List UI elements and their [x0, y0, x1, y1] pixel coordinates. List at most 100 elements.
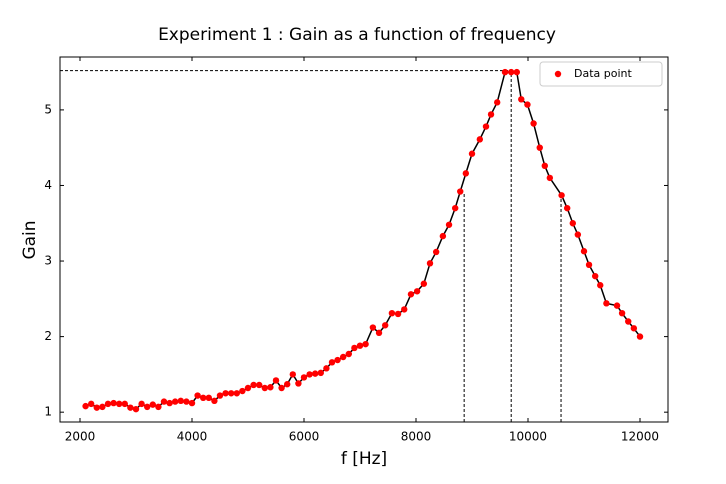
data-point [563, 204, 571, 212]
data-point [375, 329, 383, 337]
data-point [636, 333, 644, 340]
data-point [597, 282, 604, 289]
legend-marker [554, 70, 562, 78]
data-point [306, 371, 313, 378]
y-tick-label: 1 [44, 405, 52, 419]
data-point [591, 272, 599, 280]
data-point [149, 401, 156, 408]
data-point [334, 356, 341, 364]
data-point [451, 204, 459, 212]
data-point [115, 400, 123, 408]
data-point [166, 399, 173, 407]
data-point [426, 260, 434, 267]
plot-frame [59, 56, 669, 423]
data-point [317, 369, 324, 377]
data-point [476, 136, 484, 143]
data-point [143, 403, 151, 411]
data-point [541, 162, 548, 170]
x-tick-label: 10000 [509, 430, 547, 444]
data-point [381, 322, 389, 329]
data-point [630, 325, 638, 332]
data-point [356, 342, 364, 349]
data-point [362, 340, 369, 348]
data-point [205, 394, 212, 402]
data-point [250, 381, 257, 389]
data-point [127, 404, 134, 411]
data-point [413, 288, 421, 295]
data-point [267, 384, 274, 391]
chart-title: Experiment 1 : Gain as a function of fre… [158, 25, 556, 45]
data-point [160, 398, 168, 405]
data-point [518, 96, 525, 103]
data-point [339, 353, 347, 361]
data-point [110, 399, 117, 407]
data-point [239, 387, 246, 395]
y-axis-label: Gain [20, 220, 40, 259]
data-point [227, 390, 235, 397]
data-point [580, 248, 588, 255]
data-point [603, 300, 610, 307]
data-point [546, 174, 554, 182]
data-point [300, 374, 308, 381]
data-point [199, 394, 207, 402]
y-tick-label: 4 [44, 178, 52, 192]
data-point [244, 384, 252, 392]
data-point [618, 309, 626, 317]
data-point [171, 398, 179, 405]
data-point [468, 150, 476, 157]
data-point [439, 232, 447, 240]
data-point [445, 221, 453, 228]
legend-box [539, 61, 663, 87]
x-tick-label: 12000 [621, 430, 659, 444]
data-point [482, 123, 490, 130]
data-point [625, 318, 632, 325]
data-point [457, 188, 464, 195]
data-point [328, 359, 336, 366]
data-point [132, 405, 140, 413]
y-tick-label: 3 [44, 254, 52, 268]
data-point [194, 392, 201, 399]
data-point [462, 170, 470, 177]
data-line [85, 71, 641, 410]
data-point [188, 399, 196, 407]
data-point [345, 350, 352, 358]
data-point [501, 68, 509, 76]
data-point [121, 400, 128, 408]
data-point [507, 68, 515, 76]
data-point [289, 371, 296, 378]
x-tick-label: 4000 [177, 430, 208, 444]
data-point [487, 111, 495, 118]
data-point [536, 144, 543, 151]
data-point [530, 120, 537, 127]
data-point [82, 402, 89, 410]
data-point [138, 400, 145, 408]
data-point [407, 291, 415, 298]
data-point [272, 377, 280, 384]
data-point [558, 192, 565, 199]
data-point [233, 390, 240, 397]
data-point [394, 310, 402, 318]
data-point [211, 397, 218, 405]
data-point [432, 248, 440, 256]
data-point [323, 365, 330, 372]
data-point [216, 392, 224, 399]
data-point [401, 306, 408, 313]
data-point [104, 400, 112, 408]
data-point [222, 390, 229, 397]
data-point [585, 261, 593, 269]
data-point [524, 101, 531, 108]
data-point [87, 400, 95, 408]
data-point [569, 220, 576, 227]
x-tick-label: 6000 [289, 430, 320, 444]
data-point [278, 384, 285, 392]
data-point [177, 397, 184, 405]
data-point [283, 381, 291, 388]
data-point [295, 380, 302, 387]
x-tick-label: 2000 [65, 430, 96, 444]
data-point [93, 404, 100, 411]
data-point [351, 344, 358, 352]
x-axis-label: f [Hz] [341, 449, 387, 469]
data-point [155, 403, 162, 411]
data-point [613, 302, 621, 309]
